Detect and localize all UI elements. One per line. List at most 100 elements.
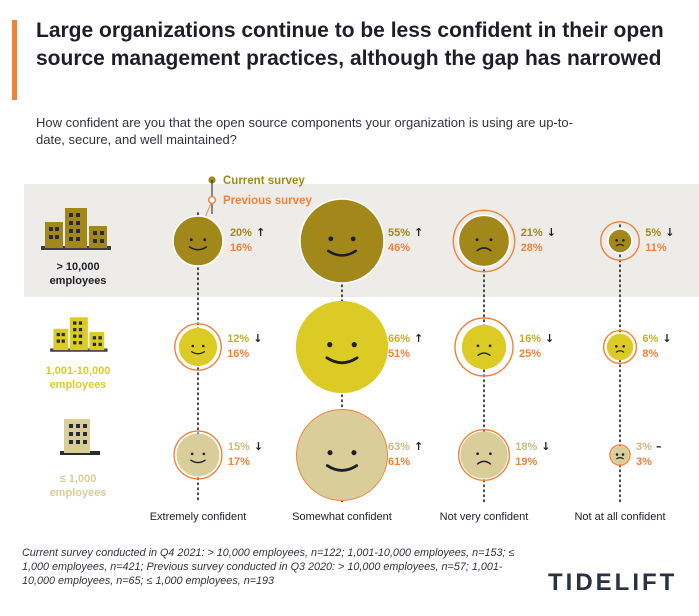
face-eye bbox=[191, 344, 195, 348]
face-eye bbox=[190, 452, 194, 456]
face-mouth bbox=[616, 243, 624, 247]
tidelift-logo: TIDELIFT bbox=[548, 569, 678, 596]
value-current-label: 12% bbox=[227, 333, 249, 345]
building-mid-org-icon bbox=[50, 317, 108, 352]
building-window bbox=[100, 239, 104, 243]
row-label-line: employees bbox=[50, 379, 107, 391]
bubble-1-row-1 bbox=[295, 300, 389, 394]
value-previous-label: 3% bbox=[636, 456, 652, 468]
face-eye bbox=[203, 238, 207, 242]
face-eye bbox=[327, 450, 333, 456]
building-base bbox=[50, 348, 108, 352]
building-window bbox=[69, 424, 73, 428]
building-window bbox=[98, 336, 102, 340]
building-window bbox=[69, 432, 73, 436]
trend-arrow: ↓ bbox=[541, 440, 550, 453]
bubble-previous-ring bbox=[454, 317, 514, 377]
face-eye bbox=[475, 238, 479, 242]
building-window bbox=[73, 327, 77, 332]
legend-previous-dot bbox=[207, 195, 217, 205]
bubble-3-row-1 bbox=[602, 329, 638, 365]
value-previous-label: 28% bbox=[521, 242, 543, 254]
trend-arrow: ↑ bbox=[414, 440, 423, 453]
trend-arrow: ↑ bbox=[414, 226, 423, 239]
bubble-current-fill bbox=[178, 327, 218, 367]
face-mouth bbox=[615, 350, 625, 353]
bubble-previous-ring bbox=[600, 221, 640, 261]
category-label: Not very confident bbox=[440, 511, 529, 523]
building-window bbox=[56, 339, 60, 343]
category-label: Extremely confident bbox=[150, 511, 247, 523]
building-window bbox=[78, 321, 83, 325]
bubble-current-fill bbox=[295, 300, 389, 394]
building-window bbox=[78, 334, 83, 338]
face-eye bbox=[489, 238, 493, 242]
row-label-line: 1,001-10,000 bbox=[46, 365, 111, 377]
bubble-0-row-0 bbox=[172, 215, 224, 267]
value-previous-label: 46% bbox=[388, 242, 410, 254]
face-eye bbox=[615, 344, 618, 348]
trend-arrow: ↓ bbox=[665, 226, 674, 239]
value-previous-label: 51% bbox=[388, 348, 410, 360]
value-previous-label: 19% bbox=[515, 456, 537, 468]
value-previous-label: 16% bbox=[227, 348, 249, 360]
building-block bbox=[53, 328, 69, 351]
row-label-line: employees bbox=[50, 487, 107, 499]
building-window bbox=[56, 332, 60, 337]
value-previous-label: 17% bbox=[228, 456, 250, 468]
value-current-label: 3% bbox=[636, 441, 652, 453]
building-window bbox=[76, 213, 80, 217]
value-previous-label: 61% bbox=[388, 456, 410, 468]
building-window bbox=[92, 336, 97, 340]
value-current-label: 18% bbox=[515, 441, 537, 453]
footnote: Current survey conducted in Q4 2021: > 1… bbox=[22, 547, 515, 587]
building-block bbox=[69, 317, 88, 351]
building-window bbox=[73, 334, 77, 338]
value-current-label: 15% bbox=[228, 441, 250, 453]
face-eye bbox=[202, 452, 206, 456]
building-window bbox=[83, 440, 87, 444]
face-mouth bbox=[476, 247, 492, 252]
face-mouth bbox=[325, 464, 359, 472]
bubble-previous-ring bbox=[458, 429, 510, 481]
face-eye bbox=[350, 236, 356, 242]
bubble-previous-ring bbox=[296, 409, 388, 501]
face-mouth bbox=[190, 459, 206, 464]
face-mouth bbox=[477, 352, 491, 357]
face-eye bbox=[488, 344, 492, 348]
building-window bbox=[78, 327, 83, 332]
bubble-2-row-0 bbox=[452, 209, 516, 273]
building-window bbox=[100, 231, 104, 235]
bubble-current-fill bbox=[607, 228, 633, 254]
building-window bbox=[69, 237, 73, 241]
bubble-current-fill bbox=[606, 333, 634, 361]
bubble-0-row-2 bbox=[173, 430, 223, 480]
value-current-label: 21% bbox=[521, 227, 543, 239]
row-label-line: > 10,000 bbox=[56, 261, 99, 273]
bubble-current-fill bbox=[610, 445, 630, 465]
bubble-0-row-1 bbox=[174, 323, 222, 371]
building-window bbox=[93, 239, 97, 243]
bubble-current-fill bbox=[176, 433, 220, 477]
building-block bbox=[45, 222, 63, 248]
bubble-previous-ring bbox=[174, 323, 222, 371]
category-label: Somewhat confident bbox=[292, 511, 392, 523]
face-eye bbox=[621, 453, 625, 456]
building-window bbox=[93, 231, 97, 235]
chart-subtitle: How confident are you that the open sour… bbox=[36, 115, 573, 147]
bubble-current-fill bbox=[299, 198, 385, 284]
building-large-org-icon bbox=[41, 208, 111, 250]
face-eye bbox=[622, 239, 625, 242]
bubble-3-row-2 bbox=[609, 444, 631, 466]
building-window bbox=[55, 227, 59, 231]
bubble-current-fill bbox=[172, 215, 224, 267]
building-window bbox=[61, 339, 65, 343]
row-label-line: employees bbox=[50, 275, 107, 287]
face-eye bbox=[327, 342, 333, 348]
building-window bbox=[69, 221, 73, 225]
building-window bbox=[98, 342, 102, 347]
trend-arrow: ↓ bbox=[253, 332, 262, 345]
trend-arrow: – bbox=[656, 440, 662, 453]
building-window bbox=[76, 229, 80, 233]
bubble-3-row-0 bbox=[600, 221, 640, 261]
